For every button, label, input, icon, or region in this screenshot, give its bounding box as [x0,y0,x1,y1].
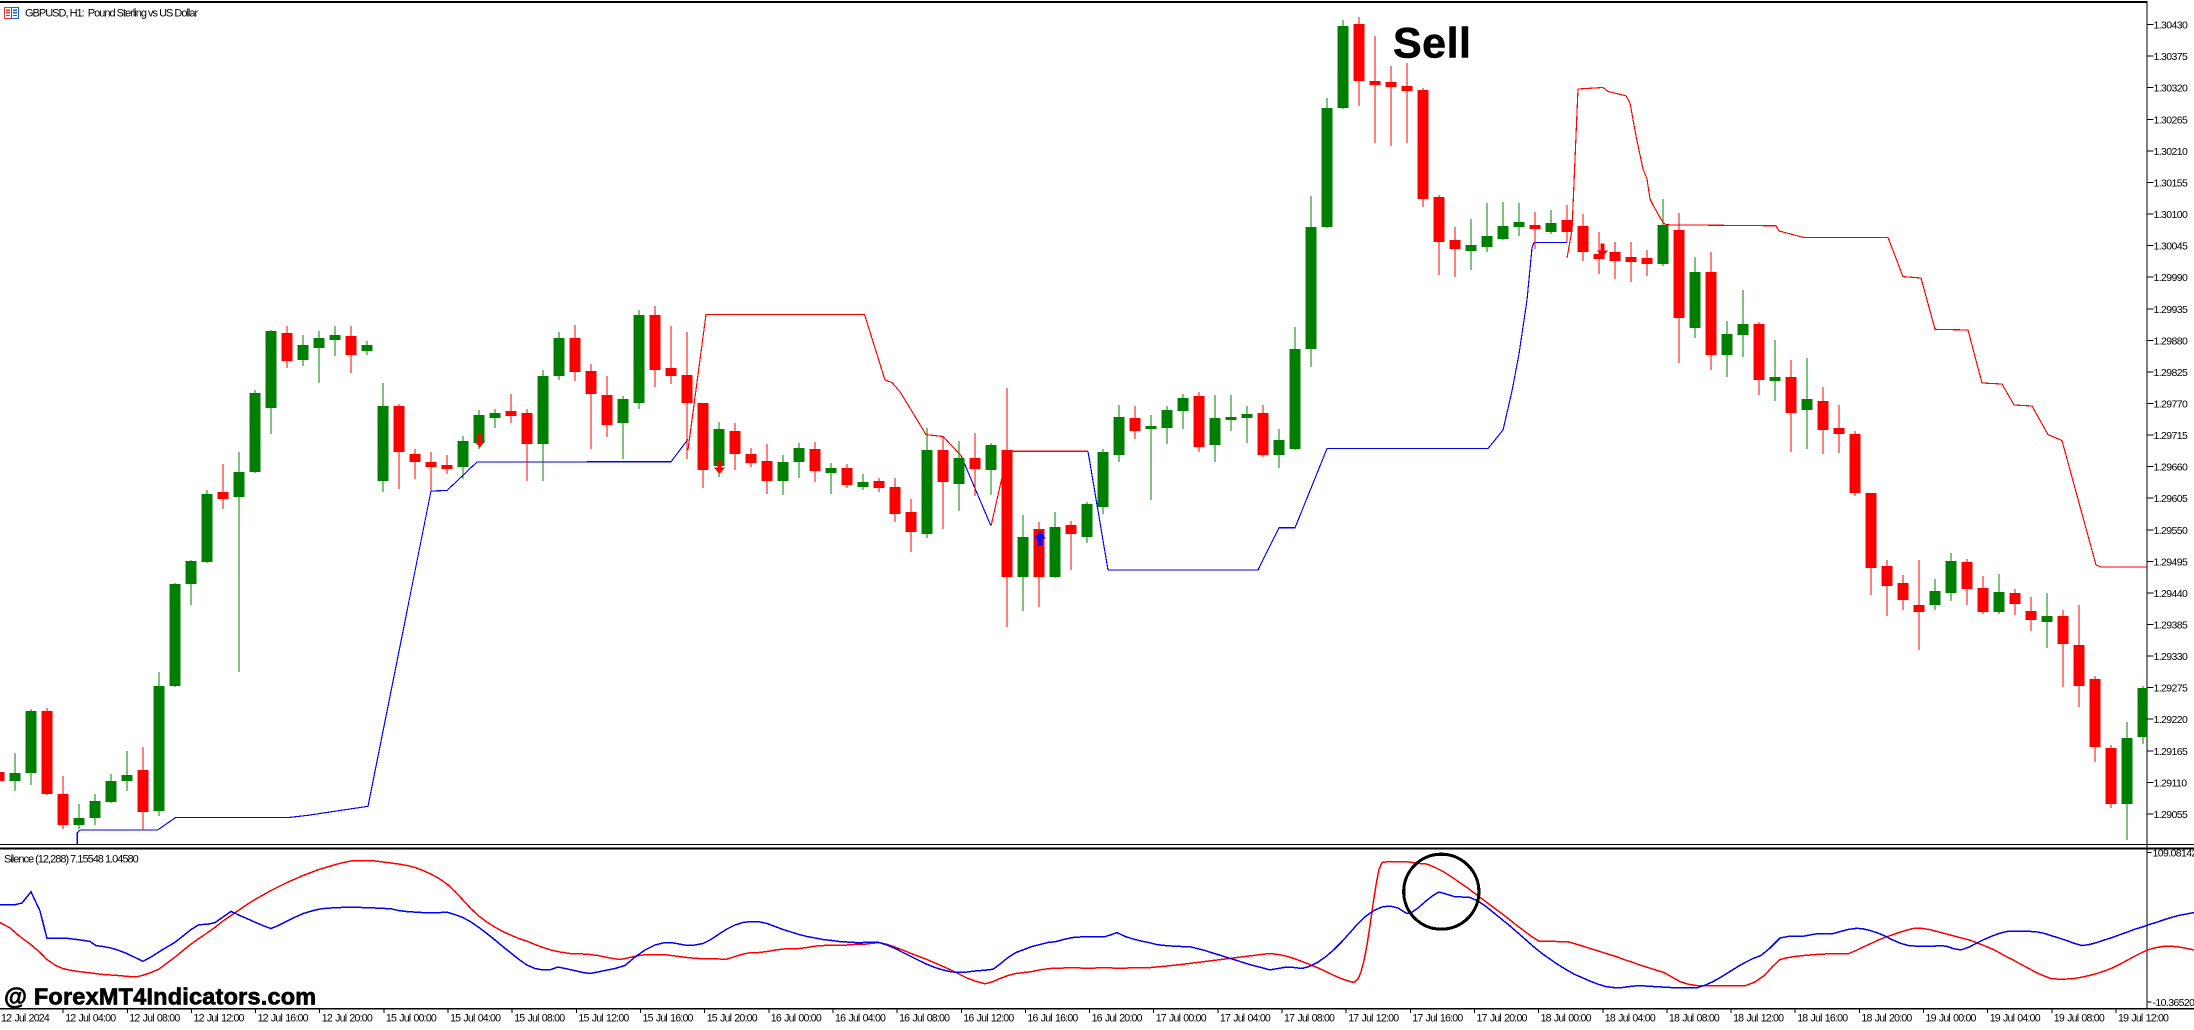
svg-text:1.29220: 1.29220 [2154,714,2189,726]
svg-text:Silence (12,288) 7.15548 1.045: Silence (12,288) 7.15548 1.04580 [4,854,139,866]
svg-text:19 Jul 00:00: 19 Jul 00:00 [1926,1013,1977,1025]
svg-text:1.29990: 1.29990 [2154,272,2189,284]
svg-text:1.29880: 1.29880 [2154,335,2189,347]
svg-text:16 Jul 16:00: 16 Jul 16:00 [1027,1013,1078,1025]
svg-text:16 Jul 00:00: 16 Jul 00:00 [771,1013,822,1025]
svg-text:12 Jul 2024: 12 Jul 2024 [1,1013,50,1025]
svg-text:1.29110: 1.29110 [2154,777,2188,789]
svg-text:18 Jul 00:00: 18 Jul 00:00 [1541,1013,1592,1025]
svg-text:@ ForexMT4Indicators.com: @ ForexMT4Indicators.com [4,984,316,1010]
svg-text:1.29660: 1.29660 [2154,462,2189,474]
svg-text:109.08142: 109.08142 [2153,848,2194,860]
svg-text:1.29935: 1.29935 [2154,304,2189,316]
svg-text:1.29605: 1.29605 [2154,493,2189,505]
svg-text:17 Jul 20:00: 17 Jul 20:00 [1477,1013,1528,1025]
svg-text:17 Jul 12:00: 17 Jul 12:00 [1348,1013,1399,1025]
svg-text:1.30210: 1.30210 [2154,146,2189,158]
svg-text:1.30155: 1.30155 [2154,178,2189,190]
svg-text:12 Jul 12:00: 12 Jul 12:00 [194,1013,245,1025]
svg-text:16 Jul 20:00: 16 Jul 20:00 [1092,1013,1143,1025]
svg-text:15 Jul 20:00: 15 Jul 20:00 [707,1013,758,1025]
svg-text:1.30430: 1.30430 [2154,20,2189,32]
svg-text:1.29275: 1.29275 [2154,683,2189,695]
svg-text:18 Jul 04:00: 18 Jul 04:00 [1605,1013,1656,1025]
svg-text:1.29495: 1.29495 [2154,556,2189,568]
svg-text:1.29440: 1.29440 [2154,588,2189,600]
svg-text:19 Jul 08:00: 19 Jul 08:00 [2054,1013,2105,1025]
svg-text:1.29055: 1.29055 [2154,809,2189,821]
svg-text:17 Jul 08:00: 17 Jul 08:00 [1284,1013,1335,1025]
svg-text:17 Jul 04:00: 17 Jul 04:00 [1220,1013,1271,1025]
svg-text:1.29550: 1.29550 [2154,525,2189,537]
svg-text:18 Jul 12:00: 18 Jul 12:00 [1733,1013,1784,1025]
svg-text:12 Jul 20:00: 12 Jul 20:00 [322,1013,373,1025]
svg-text:15 Jul 16:00: 15 Jul 16:00 [643,1013,694,1025]
svg-text:16 Jul 04:00: 16 Jul 04:00 [835,1013,886,1025]
svg-text:19 Jul 12:00: 19 Jul 12:00 [2118,1013,2169,1025]
svg-text:19 Jul 04:00: 19 Jul 04:00 [1990,1013,2041,1025]
svg-text:12 Jul 08:00: 12 Jul 08:00 [129,1013,180,1025]
svg-text:12 Jul 04:00: 12 Jul 04:00 [65,1013,116,1025]
svg-text:1.29165: 1.29165 [2154,746,2189,758]
svg-text:GBPUSD, H1: Pound Sterling vs: GBPUSD, H1: Pound Sterling vs US Dollar [25,7,198,19]
svg-text:-10.36520: -10.36520 [2153,997,2194,1009]
svg-text:18 Jul 08:00: 18 Jul 08:00 [1669,1013,1720,1025]
svg-text:1.29330: 1.29330 [2154,651,2189,663]
svg-text:1.29385: 1.29385 [2154,620,2189,632]
svg-text:15 Jul 12:00: 15 Jul 12:00 [578,1013,629,1025]
svg-text:17 Jul 16:00: 17 Jul 16:00 [1412,1013,1463,1025]
svg-text:15 Jul 04:00: 15 Jul 04:00 [450,1013,501,1025]
svg-text:15 Jul 08:00: 15 Jul 08:00 [514,1013,565,1025]
svg-text:1.30265: 1.30265 [2154,114,2189,126]
svg-text:15 Jul 00:00: 15 Jul 00:00 [386,1013,437,1025]
svg-text:1.29825: 1.29825 [2154,367,2189,379]
svg-text:12 Jul 16:00: 12 Jul 16:00 [258,1013,309,1025]
svg-text:1.29715: 1.29715 [2154,430,2189,442]
svg-text:16 Jul 12:00: 16 Jul 12:00 [963,1013,1014,1025]
svg-text:16 Jul 08:00: 16 Jul 08:00 [899,1013,950,1025]
svg-text:18 Jul 16:00: 18 Jul 16:00 [1797,1013,1848,1025]
svg-text:1.29770: 1.29770 [2154,399,2189,411]
svg-text:1.30045: 1.30045 [2154,241,2189,253]
svg-text:18 Jul 20:00: 18 Jul 20:00 [1861,1013,1912,1025]
svg-text:1.30320: 1.30320 [2154,83,2189,95]
svg-text:17 Jul 00:00: 17 Jul 00:00 [1156,1013,1207,1025]
svg-text:1.30100: 1.30100 [2154,209,2189,221]
svg-text:1.30375: 1.30375 [2154,51,2189,63]
svg-text:Sell: Sell [1393,20,1472,68]
